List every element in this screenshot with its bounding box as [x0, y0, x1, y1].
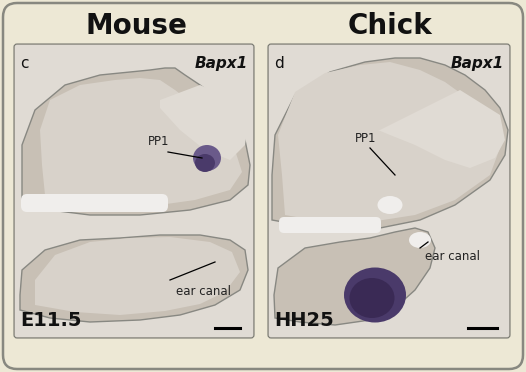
Ellipse shape	[193, 145, 221, 171]
Polygon shape	[20, 235, 248, 322]
Text: PP1: PP1	[355, 132, 377, 145]
Text: E11.5: E11.5	[20, 311, 82, 330]
Polygon shape	[22, 68, 250, 215]
Text: c: c	[20, 56, 28, 71]
Ellipse shape	[344, 267, 406, 323]
Text: Bapx1: Bapx1	[451, 56, 504, 71]
Polygon shape	[274, 228, 435, 325]
Text: ear canal: ear canal	[425, 250, 480, 263]
Text: PP1: PP1	[148, 135, 169, 148]
Ellipse shape	[349, 278, 394, 318]
FancyBboxPatch shape	[279, 217, 381, 233]
Polygon shape	[160, 85, 248, 160]
FancyBboxPatch shape	[268, 44, 510, 338]
Polygon shape	[272, 58, 508, 230]
Text: Mouse: Mouse	[85, 12, 187, 40]
Text: d: d	[274, 56, 284, 71]
Text: HH25: HH25	[274, 311, 334, 330]
FancyBboxPatch shape	[15, 45, 253, 337]
Ellipse shape	[409, 232, 431, 248]
Ellipse shape	[195, 154, 215, 172]
FancyBboxPatch shape	[269, 45, 509, 337]
Text: Chick: Chick	[348, 12, 432, 40]
FancyBboxPatch shape	[3, 3, 523, 369]
Text: Bapx1: Bapx1	[195, 56, 248, 71]
Polygon shape	[40, 78, 242, 207]
Polygon shape	[378, 90, 505, 168]
FancyBboxPatch shape	[14, 44, 254, 338]
FancyBboxPatch shape	[21, 194, 168, 212]
Polygon shape	[278, 62, 500, 222]
Text: ear canal: ear canal	[176, 285, 231, 298]
Polygon shape	[35, 237, 240, 315]
Ellipse shape	[378, 196, 402, 214]
